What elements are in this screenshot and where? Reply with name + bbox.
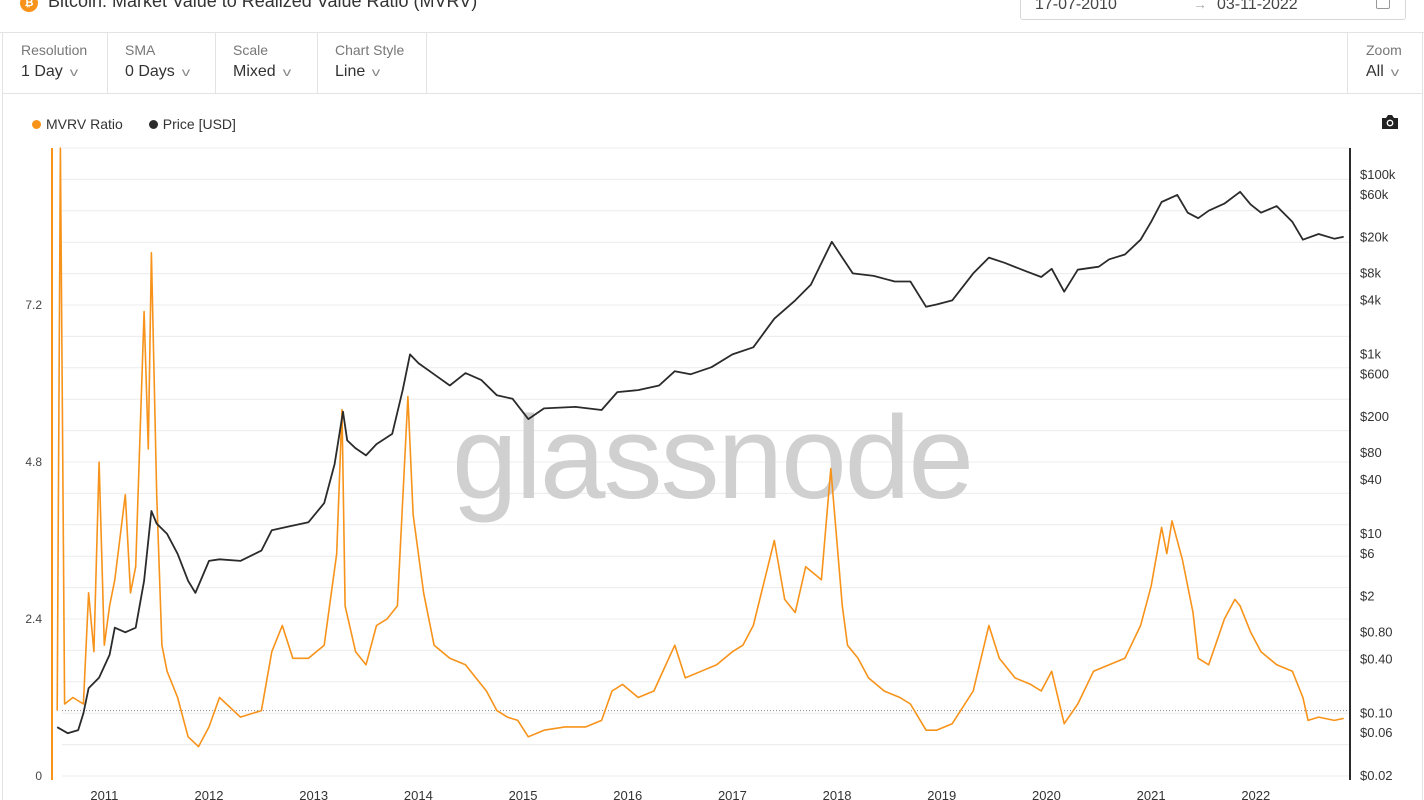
chart-style-label: Chart Style — [335, 42, 405, 58]
right-axis-tick-label: $1k — [1360, 346, 1381, 361]
right-axis-tick-label: $8k — [1360, 265, 1381, 280]
bitcoin-icon: ₿ — [20, 0, 38, 12]
right-axis-tick-label: $200 — [1360, 409, 1389, 424]
left-axis-tick-label: 7.2 — [25, 298, 42, 312]
x-axis-tick-label: 2014 — [404, 788, 433, 800]
left-axis-tick-label: 2.4 — [25, 612, 42, 626]
page-title: Bitcoin: Market Value to Realized Value … — [48, 0, 478, 11]
arrow-right-icon: → — [1193, 0, 1207, 12]
chart-toolbar: Resolution 1 Day v SMA 0 Days v Scale Mixe… — [2, 33, 1423, 94]
price-series-line — [56, 190, 1344, 735]
chart-legend: MVRV Ratio Price [USD] — [32, 116, 236, 132]
x-axis-tick-label: 2016 — [613, 788, 642, 800]
mvrv-series-line — [56, 147, 1344, 748]
chart-style-dropdown[interactable]: Chart Style Line v — [317, 33, 427, 93]
zoom-value: All v — [1366, 63, 1399, 80]
right-axis-tick-label: $0.10 — [1360, 705, 1393, 720]
chevron-down-icon: v — [1390, 65, 1399, 79]
x-axis-tick-label: 2012 — [195, 788, 224, 800]
legend-dot-price — [148, 119, 158, 129]
resolution-value: 1 Day v — [21, 63, 78, 80]
sma-label: SMA — [125, 42, 156, 58]
legend-label-mvrv: MVRV Ratio — [46, 116, 123, 132]
right-axis-tick-label: $2 — [1360, 589, 1374, 604]
date-range-picker[interactable]: 17-07-2010 → 03-11-2022 — [1020, 0, 1406, 20]
chart-style-value: Line v — [335, 63, 381, 80]
x-axis-tick-label: 2018 — [823, 788, 852, 800]
x-axis-tick-label: 2017 — [718, 788, 747, 800]
right-axis-tick-label: $20k — [1360, 230, 1389, 245]
chevron-down-icon: v — [282, 65, 291, 79]
zoom-label: Zoom — [1366, 42, 1402, 58]
left-axis-tick-label: 0 — [35, 769, 42, 783]
camera-icon[interactable] — [1380, 114, 1400, 130]
right-axis-tick-label: $0.06 — [1360, 725, 1393, 740]
date-end-input[interactable]: 03-11-2022 — [1217, 0, 1298, 13]
chevron-down-icon: v — [181, 65, 190, 79]
right-axis-tick-label: $80 — [1360, 445, 1382, 460]
x-axis-tick-label: 2020 — [1032, 788, 1061, 800]
zoom-dropdown[interactable]: Zoom All v — [1347, 33, 1422, 93]
resolution-label: Resolution — [21, 42, 88, 58]
right-axis-tick-label: $10 — [1360, 526, 1382, 541]
right-axis-tick-label: $0.80 — [1360, 624, 1393, 639]
legend-dot-mvrv — [32, 119, 41, 129]
left-axis-tick-label: 4.8 — [25, 455, 42, 469]
calendar-icon[interactable] — [1376, 0, 1390, 9]
title-bar: ₿ Bitcoin: Market Value to Realized Valu… — [0, 0, 1424, 33]
date-start-input[interactable]: 17-07-2010 — [1035, 0, 1117, 13]
scale-value: Mixed v — [233, 63, 291, 80]
x-axis-tick-label: 2015 — [509, 788, 538, 800]
x-axis-tick-label: 2022 — [1241, 788, 1270, 800]
x-axis-tick-label: 2021 — [1137, 788, 1166, 800]
x-axis-tick-label: 2019 — [927, 788, 956, 800]
right-axis-tick-label: $60k — [1360, 187, 1389, 202]
x-axis-tick-label: 2013 — [299, 788, 328, 800]
legend-item-price[interactable]: Price [USD] — [148, 116, 236, 132]
resolution-dropdown[interactable]: Resolution 1 Day v — [3, 33, 108, 93]
chevron-down-icon: v — [372, 65, 381, 79]
right-axis-tick-label: $600 — [1360, 366, 1389, 381]
right-axis-tick-label: $6 — [1360, 546, 1374, 561]
scale-dropdown[interactable]: Scale Mixed v — [215, 33, 318, 93]
scale-label: Scale — [233, 42, 269, 58]
sma-value: 0 Days v — [125, 63, 190, 80]
chart-area — [2, 94, 1423, 800]
chevron-down-icon: v — [69, 65, 78, 79]
right-axis-tick-label: $0.02 — [1360, 768, 1393, 783]
sma-dropdown[interactable]: SMA 0 Days v — [107, 33, 216, 93]
x-axis-tick-label: 2011 — [90, 788, 118, 800]
watermark-text: glassnode — [452, 392, 972, 524]
legend-label-price: Price [USD] — [162, 116, 236, 132]
right-axis-tick-label: $40 — [1360, 472, 1382, 487]
right-axis-tick-label: $0.40 — [1360, 651, 1393, 666]
legend-item-mvrv[interactable]: MVRV Ratio — [32, 116, 123, 132]
right-axis-tick-label: $100k — [1360, 167, 1396, 182]
right-axis-tick-label: $4k — [1360, 292, 1381, 307]
